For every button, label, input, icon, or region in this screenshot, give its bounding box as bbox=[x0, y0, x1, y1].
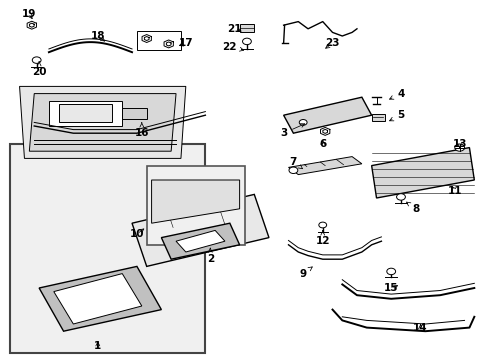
Text: 13: 13 bbox=[451, 139, 466, 149]
Polygon shape bbox=[54, 274, 142, 324]
Polygon shape bbox=[122, 108, 146, 119]
Polygon shape bbox=[320, 127, 329, 135]
Bar bbox=[146, 166, 244, 245]
Circle shape bbox=[454, 144, 464, 151]
Text: 15: 15 bbox=[383, 283, 398, 293]
Text: 2: 2 bbox=[206, 248, 213, 264]
Circle shape bbox=[32, 57, 41, 63]
Polygon shape bbox=[288, 157, 361, 175]
Text: 16: 16 bbox=[134, 123, 149, 138]
Text: 12: 12 bbox=[315, 231, 329, 246]
Polygon shape bbox=[27, 21, 37, 29]
Text: 9: 9 bbox=[299, 267, 312, 279]
Polygon shape bbox=[29, 94, 176, 151]
Text: 5: 5 bbox=[389, 110, 404, 121]
Text: 11: 11 bbox=[447, 186, 461, 196]
Text: 4: 4 bbox=[389, 89, 404, 99]
Bar bbox=[371, 114, 384, 121]
Text: 19: 19 bbox=[22, 9, 37, 19]
Polygon shape bbox=[59, 104, 112, 122]
Bar bbox=[239, 24, 254, 32]
Polygon shape bbox=[132, 194, 268, 266]
Circle shape bbox=[396, 194, 405, 200]
Text: 14: 14 bbox=[412, 323, 427, 333]
Polygon shape bbox=[49, 101, 122, 126]
Text: 8: 8 bbox=[406, 202, 418, 214]
Polygon shape bbox=[161, 223, 239, 259]
Text: 21: 21 bbox=[227, 24, 242, 34]
Text: 10: 10 bbox=[129, 229, 144, 239]
Text: 20: 20 bbox=[32, 62, 46, 77]
Polygon shape bbox=[371, 148, 473, 198]
Bar bbox=[137, 31, 181, 50]
Circle shape bbox=[299, 120, 306, 125]
Circle shape bbox=[242, 38, 251, 45]
Text: 18: 18 bbox=[90, 31, 105, 41]
Text: 23: 23 bbox=[325, 38, 339, 48]
Polygon shape bbox=[163, 40, 173, 48]
Polygon shape bbox=[39, 266, 161, 331]
Circle shape bbox=[318, 222, 326, 228]
Polygon shape bbox=[20, 86, 185, 158]
Text: 3: 3 bbox=[280, 123, 304, 138]
Circle shape bbox=[386, 268, 395, 275]
Text: 7: 7 bbox=[289, 157, 302, 169]
Circle shape bbox=[288, 167, 297, 174]
Polygon shape bbox=[151, 180, 239, 223]
Text: 6: 6 bbox=[319, 139, 325, 149]
Polygon shape bbox=[142, 35, 151, 42]
Text: 17: 17 bbox=[178, 38, 193, 48]
Polygon shape bbox=[283, 97, 371, 133]
Bar bbox=[10, 144, 205, 353]
Text: 1: 1 bbox=[94, 341, 101, 351]
Polygon shape bbox=[176, 230, 224, 252]
Text: 22: 22 bbox=[222, 42, 243, 52]
